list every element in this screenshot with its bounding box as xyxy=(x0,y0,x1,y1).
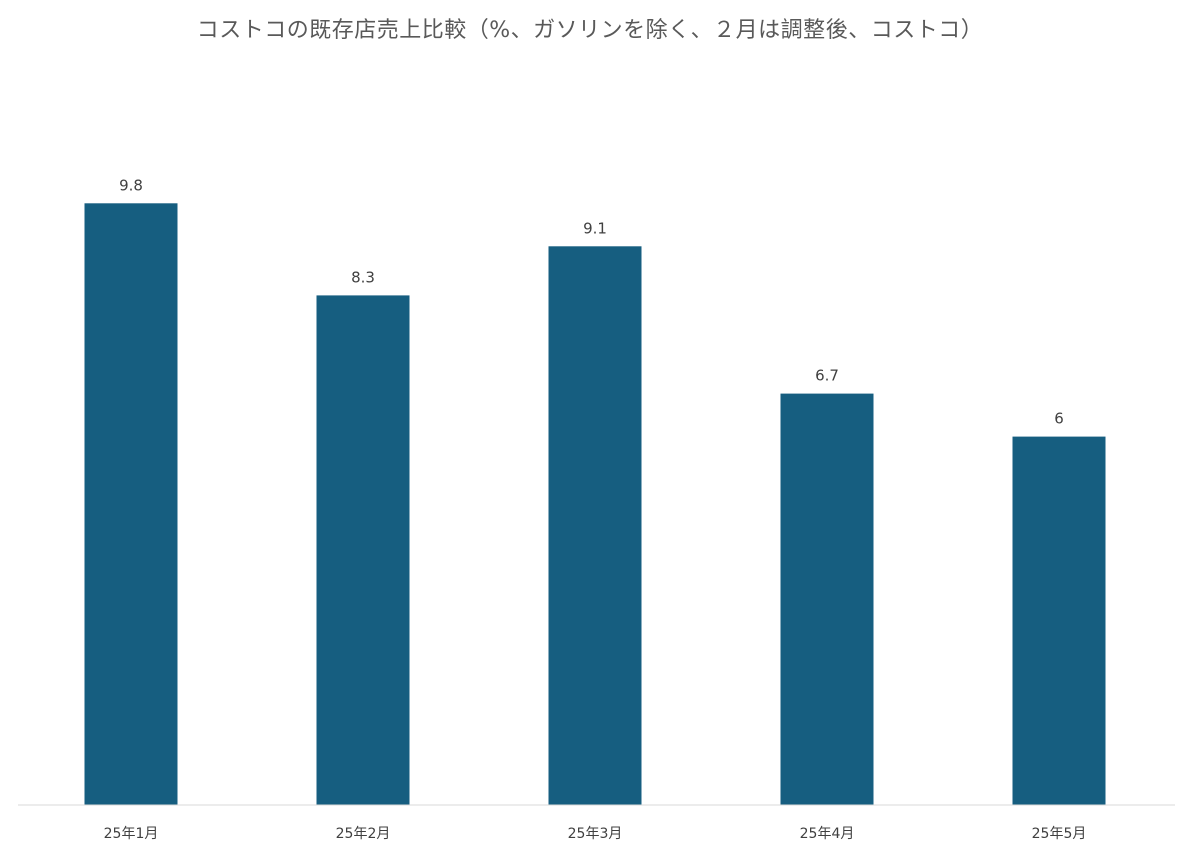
data-label-1: 9.8 xyxy=(119,176,143,194)
x-tick-label-1: 25年1月 xyxy=(104,826,159,842)
data-labels-group: 9.8 8.3 9.1 6.7 6 xyxy=(119,176,1064,427)
data-label-4: 6.7 xyxy=(815,367,839,385)
x-tick-label-4: 25年4月 xyxy=(800,826,855,842)
bar-3 xyxy=(548,246,642,806)
bar-2 xyxy=(316,295,410,805)
bar-1 xyxy=(84,203,178,806)
bars-group xyxy=(84,203,1106,806)
x-tick-label-5: 25年5月 xyxy=(1032,826,1087,842)
bar-5 xyxy=(1012,436,1106,805)
bar-4 xyxy=(780,393,874,805)
data-label-3: 9.1 xyxy=(583,219,607,237)
x-tick-label-2: 25年2月 xyxy=(336,826,391,842)
data-label-2: 8.3 xyxy=(351,268,375,286)
x-tick-labels-group: 25年1月 25年2月 25年3月 25年4月 25年5月 xyxy=(104,826,1087,842)
x-tick-label-3: 25年3月 xyxy=(568,826,623,842)
chart-title: コストコの既存店売上比較（%、ガソリンを除く、２月は調整後、コストコ） xyxy=(196,18,984,43)
data-label-5: 6 xyxy=(1054,410,1064,428)
